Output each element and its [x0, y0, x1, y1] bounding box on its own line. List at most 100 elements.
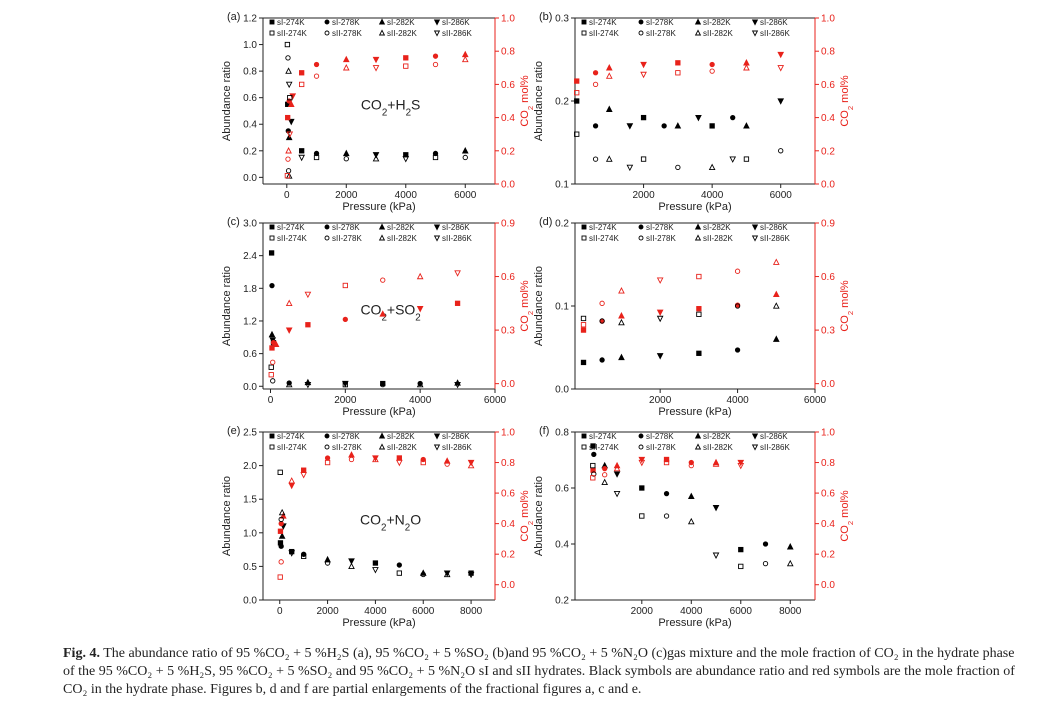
legend-label: sII-274K [589, 29, 619, 38]
mole-fraction-point-sI [285, 327, 293, 334]
caption-text: The abundance ratio of 95 %CO₂ + 5 %H₂S … [63, 646, 1015, 697]
mole-fraction-point-sI [618, 312, 625, 319]
legend-label: sII-286K [442, 29, 472, 38]
legend-label: sI-286K [442, 18, 470, 27]
x-tick-label: 6000 [730, 606, 753, 617]
y2-axis-label: CO2 mol% [839, 75, 855, 127]
mole-fraction-point-sI [454, 300, 461, 306]
abundance-point-sI [342, 149, 350, 157]
mole-fraction-point-sI [324, 455, 331, 461]
legend-marker [378, 18, 386, 25]
abundance-point-sII [467, 571, 475, 579]
legend-label: sII-274K [277, 234, 307, 243]
y-tick-label: 2.5 [243, 428, 257, 439]
abundance-point-sI [656, 353, 664, 360]
abundance-point-sI [269, 282, 275, 289]
mole-fraction-point-sII [372, 65, 380, 72]
y2-tick-label: 0.0 [501, 580, 515, 591]
abundance-point-sII [687, 517, 695, 525]
abundance-point-sII [268, 364, 274, 370]
abundance-point-sII [734, 303, 741, 309]
legend-marker [269, 433, 275, 439]
y-tick-label: 2.0 [243, 461, 257, 472]
legend-marker [751, 433, 759, 440]
legend-marker [694, 223, 702, 230]
abundance-point-sI [574, 98, 580, 104]
mole-fraction-point-sII [737, 462, 745, 470]
mole-fraction-point-sII [420, 459, 426, 466]
mole-fraction-point-sI [709, 61, 715, 68]
y2-tick-label: 0.8 [821, 458, 835, 469]
legend-marker [694, 18, 702, 25]
mole-fraction-point-sI [379, 310, 387, 317]
legend-label: sI-282K [703, 432, 731, 441]
abundance-point-sII [778, 148, 784, 154]
legend-label: sII-286K [442, 234, 472, 243]
y2-tick-label: 0.6 [821, 489, 835, 500]
panel-label: (a) [227, 11, 240, 23]
abundance-point-sII [772, 302, 780, 309]
abundance-point-sI [592, 123, 599, 129]
legend-label: sII-278K [332, 443, 362, 452]
mole-fraction-point-sII [675, 70, 681, 76]
abundance-point-sI [743, 122, 750, 129]
legend-label: sI-278K [332, 18, 360, 27]
abundance-point-sI [709, 123, 715, 129]
mole-fraction-point-sII [432, 61, 439, 68]
mole-fraction-point-sII [605, 72, 613, 79]
legend-label: sII-286K [760, 29, 790, 38]
legend-label: sII-278K [332, 29, 362, 38]
y-tick-label: 2.4 [243, 251, 257, 262]
abundance-point-sII [639, 513, 645, 519]
mole-fraction-point-sI [285, 114, 291, 121]
y-tick-label: 0.2 [555, 97, 569, 108]
chart-panel-b: (b) 2000 4000 6000 Pressure (kPa) 0.1 0.2 0.3 Ab… [533, 11, 855, 213]
abundance-point-sII [640, 156, 647, 162]
legend: sI-274K sI-278K sI-282K sI-286K sII-274K sII-… [269, 223, 472, 243]
legend-label: sI-282K [703, 223, 731, 232]
mole-fraction-point-sII [590, 475, 596, 481]
abundance-point-sI [285, 133, 293, 141]
mole-fraction-point-sI [288, 482, 296, 490]
y-tick-label: 1.0 [243, 528, 257, 539]
mole-fraction-point-sI [772, 290, 780, 298]
figure-caption: Fig. 4. The abundance ratio of 95 %CO₂ +… [63, 645, 1023, 699]
abundance-point-sII [454, 381, 461, 389]
x-axis-label: Pressure (kPa) [342, 617, 415, 629]
y-tick-label: 1.5 [243, 495, 257, 506]
y-tick-label: 0.0 [243, 596, 257, 607]
y-axis-label: Abundance ratio [221, 476, 233, 556]
y2-tick-label: 0.4 [821, 113, 835, 124]
x-tick-label: 4000 [395, 190, 418, 201]
y2-tick-label: 0.6 [821, 80, 835, 91]
chart-panel-d: (d) 2000 4000 6000 Pressure (kPa) 0.0 0.1 0.2 Ab… [533, 216, 855, 418]
mole-fraction-point-sII [696, 273, 702, 280]
y2-tick-label: 0.9 [821, 219, 835, 230]
x-axis-label: Pressure (kPa) [658, 201, 731, 213]
legend-marker [433, 444, 441, 451]
x-axis-label: Pressure (kPa) [658, 406, 731, 418]
mole-fraction-point-sII [688, 462, 694, 469]
mole-fraction-point-sII [613, 464, 621, 472]
abundance-point-sII [592, 156, 599, 162]
legend-marker [751, 444, 759, 451]
y2-tick-label: 1.0 [501, 428, 515, 439]
panel-label: (b) [539, 11, 552, 23]
legend-marker [433, 224, 441, 231]
legend-marker [269, 224, 275, 230]
mole-fraction-point-sII [467, 461, 475, 469]
mole-fraction-point-sII [663, 459, 670, 466]
mole-fraction-point-sII [656, 277, 664, 284]
chart-annotation: CO2+SO2 [360, 301, 420, 323]
abundance-point-sII [462, 154, 468, 161]
abundance-point-sI [461, 147, 469, 154]
mole-fraction-point-sII [602, 472, 608, 478]
legend-label: sI-286K [760, 18, 788, 27]
abundance-point-sI [695, 114, 702, 122]
abundance-point-sII [298, 154, 306, 162]
abundance-point-sII [696, 311, 702, 317]
legend: sI-274K sI-278K sI-282K sI-286K sII-274K sII-… [581, 223, 790, 243]
y-tick-label: 1.2 [243, 14, 257, 25]
mole-fraction-point-sI [396, 455, 402, 461]
panel-label: (c) [227, 216, 240, 228]
